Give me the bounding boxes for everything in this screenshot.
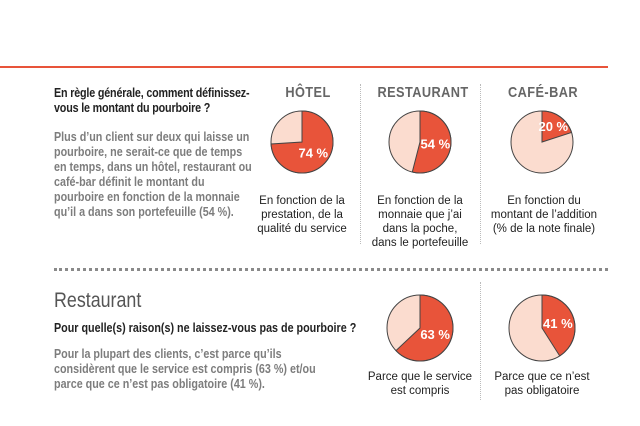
caption-line: En fonction de la	[377, 195, 463, 207]
pie-chart-service-compris: 63 %	[386, 294, 454, 362]
caption-line: prestation, de la	[261, 209, 343, 221]
section2-paragraph: Pour la plupart des clients, c’est parce…	[54, 347, 316, 391]
column-header-cafe-bar: CAFÉ-BAR	[508, 84, 578, 101]
pie-slice-value	[541, 110, 573, 143]
section1-question: En règle générale, comment définissez-vo…	[54, 86, 250, 115]
pie-slice-value	[270, 110, 334, 174]
caption-pas-obligatoire: Parce que ce n’est pas obligatoire	[486, 370, 598, 398]
top-accent-line	[0, 66, 608, 68]
column-divider	[480, 282, 481, 400]
pie-value-label: 41 %	[543, 316, 573, 331]
caption-cafe-bar: En fonction du montant de l’addition (% …	[484, 194, 604, 236]
pie-chart-cafe-bar: 20 %	[510, 110, 574, 174]
caption-line: dans le portefeuille	[371, 237, 469, 249]
caption-line: En fonction du	[507, 195, 581, 207]
caption-line: pas obligatoire	[504, 385, 580, 397]
caption-service-compris: Parce que le service est compris	[360, 370, 480, 398]
pie-slice-value	[395, 294, 454, 362]
column-header-hotel: HÔTEL	[285, 84, 331, 101]
pie-value-label: 20 %	[538, 119, 568, 134]
caption-line: Parce que le service	[367, 371, 473, 383]
section-divider	[54, 268, 608, 271]
caption-line: qualité du service	[257, 223, 347, 235]
caption-line: monnaie que j’ai	[378, 209, 462, 221]
pie-value-label: 63 %	[420, 327, 450, 342]
section2-title: Restaurant	[54, 289, 142, 312]
pie-chart-restaurant: 54 %	[388, 110, 452, 174]
caption-line: est compris	[390, 385, 450, 397]
pie-slice-value	[411, 110, 452, 174]
column-header-restaurant: RESTAURANT	[377, 84, 469, 101]
caption-line: Parce que ce n’est	[494, 371, 590, 383]
caption-line: dans la poche,	[382, 223, 458, 235]
pie-value-label: 54 %	[421, 137, 451, 152]
caption-line: (% de la note finale)	[492, 223, 596, 235]
pie-chart-pas-obligatoire: 41 %	[508, 294, 576, 362]
pie-slice-value	[541, 294, 576, 357]
column-divider	[480, 84, 481, 244]
pie-chart-hotel: 74 %	[270, 110, 334, 174]
section2-question: Pour quelle(s) raison(s) ne laissez-vous…	[54, 321, 357, 335]
column-divider	[360, 84, 361, 244]
caption-hotel: En fonction de la prestation, de la qual…	[250, 194, 354, 236]
section1-paragraph: Plus d’un client sur deux qui laisse un …	[54, 130, 252, 219]
caption-restaurant: En fonction de la monnaie que j’ai dans …	[366, 194, 474, 250]
caption-line: En fonction de la	[259, 195, 345, 207]
pie-value-label: 74 %	[298, 145, 328, 160]
caption-line: montant de l’addition	[490, 209, 598, 221]
